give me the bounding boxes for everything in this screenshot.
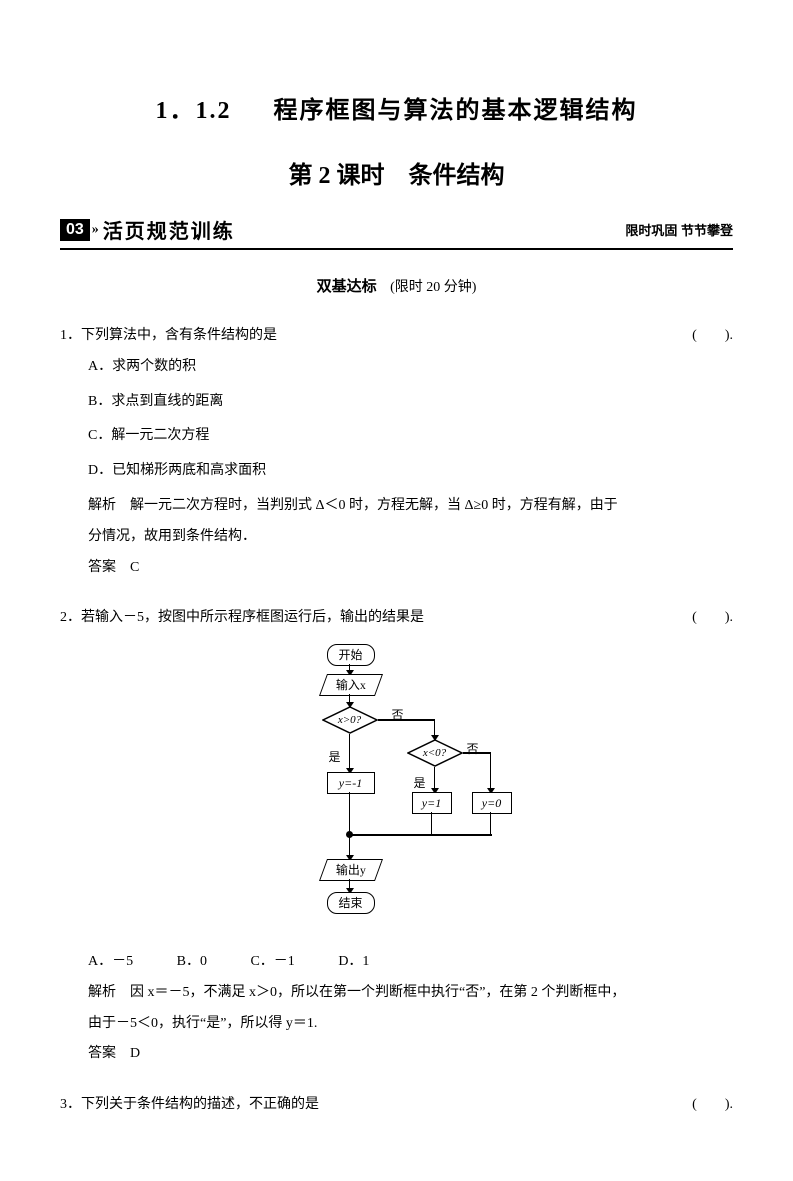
fc-d1-no-label: 否 (392, 702, 404, 728)
question-3: 3． 下列关于条件结构的描述，不正确的是 ( ). (60, 1090, 733, 1121)
bar-title: 活页规范训练 (103, 215, 235, 244)
section-bar: 03 » 活页规范训练 限时巩固 节节攀登 (60, 215, 733, 250)
fc-d2-no-label: 否 (467, 736, 479, 762)
q1-number: 1． (60, 321, 81, 352)
q3-stem: 下列关于条件结构的描述，不正确的是 (81, 1097, 319, 1112)
q1-options: A．求两个数的积 B．求点到直线的距离 C．解一元二次方程 D．已知梯形两底和高… (60, 352, 733, 487)
q2-flowchart: 开始 输入x x>0? 否 是 (60, 644, 733, 937)
q2-explain-1: 解析 因 x＝－5，不满足 x＞0，所以在第一个判断框中执行“否”，在第 2 个… (60, 978, 733, 1009)
q1-opt-d: D．已知梯形两底和高求面积 (88, 456, 733, 487)
fc-end: 结束 (327, 892, 375, 914)
sub-header: 双基达标 (限时 20 分钟) (60, 275, 733, 296)
sub-header-bold: 双基达标 (317, 278, 377, 295)
fc-d1-yes-label: 是 (329, 744, 341, 770)
q2-number: 2． (60, 603, 81, 634)
fc-decision-2: x<0? (407, 739, 463, 767)
q2-options: A．－5 B．0 C．－1 D．1 (60, 947, 733, 978)
question-1: 1． 下列算法中，含有条件结构的是 ( ). A．求两个数的积 B．求点到直线的… (60, 321, 733, 583)
section-number: 1．1.2 (156, 98, 232, 124)
q1-opt-b: B．求点到直线的距离 (88, 387, 733, 418)
q2-opt-d: D．1 (338, 947, 369, 978)
section-number-title: 1．1.2 程序框图与算法的基本逻辑结构 (60, 90, 733, 125)
q1-paren: ( ). (692, 321, 733, 352)
bar-right-text: 限时巩固 节节攀登 (625, 220, 733, 239)
q2-answer: 答案 D (60, 1039, 733, 1070)
fc-process-3: y=0 (472, 792, 512, 814)
q1-answer: 答案 C (60, 553, 733, 584)
q1-explain-2: 分情况，故用到条件结构． (60, 522, 733, 553)
q2-opt-b: B．0 (177, 947, 207, 978)
sub-header-note: (限时 20 分钟) (390, 280, 476, 295)
lesson-title: 第 2 课时 条件结构 (60, 155, 733, 190)
q2-opt-a: A．－5 (88, 947, 133, 978)
fc-decision-1: x>0? (322, 706, 378, 734)
fc-output: 输出y (318, 859, 382, 881)
fc-process-1: y=-1 (327, 772, 375, 794)
q1-opt-c: C．解一元二次方程 (88, 421, 733, 452)
q2-opt-c: C．－1 (250, 947, 294, 978)
q2-paren: ( ). (692, 603, 733, 634)
fc-process-2: y=1 (412, 792, 452, 814)
q3-number: 3． (60, 1090, 81, 1121)
bar-number: 03 (60, 219, 90, 241)
q1-explain-1: 解析 解一元二次方程时，当判别式 Δ＜0 时，方程无解，当 Δ≥0 时，方程有解… (60, 491, 733, 522)
q1-stem: 下列算法中，含有条件结构的是 (81, 328, 277, 343)
q2-explain-2: 由于－5＜0，执行“是”，所以得 y＝1. (60, 1009, 733, 1040)
bar-arrows-icon: » (92, 222, 97, 238)
q1-opt-a: A．求两个数的积 (88, 352, 733, 383)
question-2: 2． 若输入－5，按图中所示程序框图运行后，输出的结果是 ( ). 开始 输入x… (60, 603, 733, 1070)
section-title: 程序框图与算法的基本逻辑结构 (274, 98, 638, 124)
fc-input: 输入x (318, 674, 382, 696)
q3-paren: ( ). (692, 1090, 733, 1121)
fc-start: 开始 (327, 644, 375, 666)
q2-stem: 若输入－5，按图中所示程序框图运行后，输出的结果是 (81, 610, 424, 625)
